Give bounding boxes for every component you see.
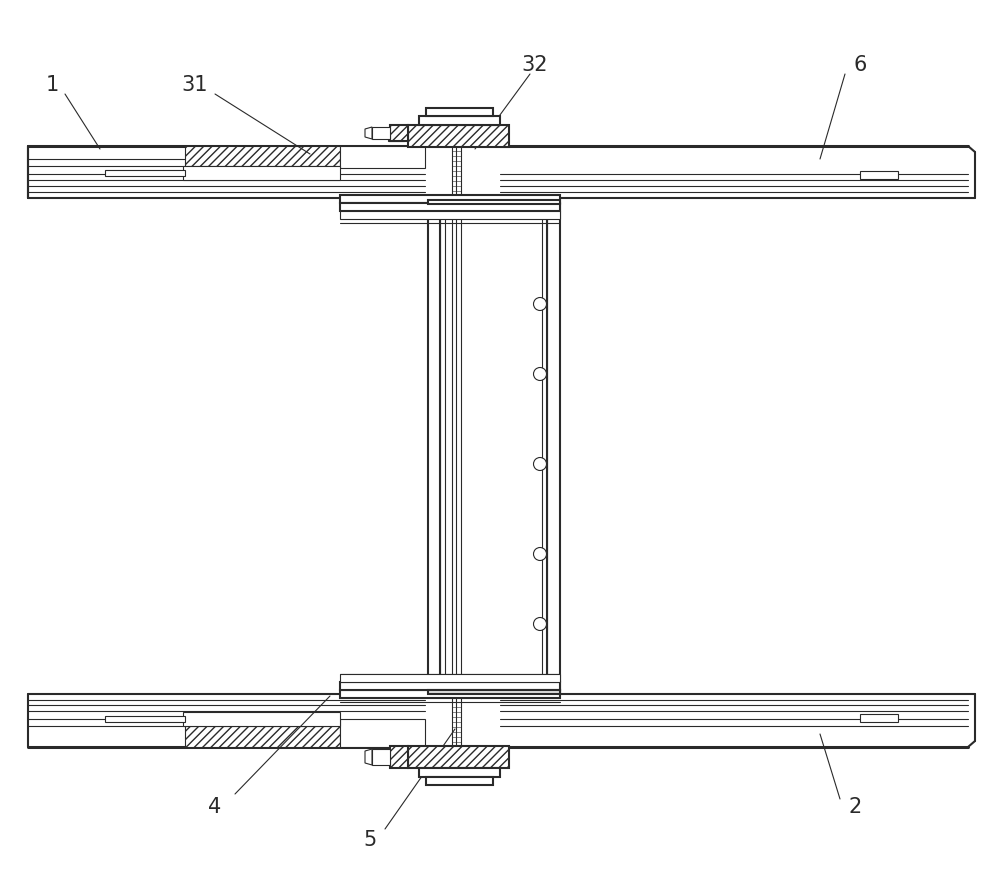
Polygon shape <box>408 746 509 768</box>
Circle shape <box>534 618 546 631</box>
Bar <box>340 147 425 169</box>
Circle shape <box>534 458 546 471</box>
Polygon shape <box>365 749 372 765</box>
Bar <box>547 205 560 695</box>
Bar <box>183 713 340 726</box>
Text: 31: 31 <box>182 75 208 95</box>
Polygon shape <box>419 117 500 126</box>
Polygon shape <box>390 126 408 142</box>
Bar <box>340 690 560 698</box>
Text: 5: 5 <box>363 829 377 849</box>
Polygon shape <box>390 746 408 768</box>
Circle shape <box>534 548 546 561</box>
Text: 4: 4 <box>208 797 222 816</box>
Bar <box>340 196 560 204</box>
Polygon shape <box>426 109 493 117</box>
Bar <box>860 172 898 180</box>
Polygon shape <box>408 126 509 148</box>
Bar <box>340 204 560 212</box>
Circle shape <box>534 299 546 311</box>
Polygon shape <box>372 749 390 765</box>
Polygon shape <box>365 128 372 139</box>
Polygon shape <box>185 147 340 167</box>
Text: 2: 2 <box>848 797 862 816</box>
Polygon shape <box>419 768 500 777</box>
Bar <box>340 719 425 747</box>
Polygon shape <box>372 128 390 139</box>
Bar <box>340 674 560 682</box>
Bar <box>860 714 898 722</box>
Bar <box>340 682 560 690</box>
Text: 32: 32 <box>522 55 548 75</box>
Polygon shape <box>426 777 493 785</box>
Bar <box>105 716 185 722</box>
Bar <box>428 205 440 695</box>
Bar <box>428 690 560 695</box>
Text: 6: 6 <box>853 55 867 75</box>
Bar <box>183 167 340 181</box>
Circle shape <box>534 368 546 381</box>
Bar <box>428 201 560 205</box>
Bar <box>105 171 185 177</box>
Polygon shape <box>185 726 340 747</box>
Polygon shape <box>388 134 404 142</box>
Bar <box>340 212 560 220</box>
Text: 1: 1 <box>45 75 59 95</box>
